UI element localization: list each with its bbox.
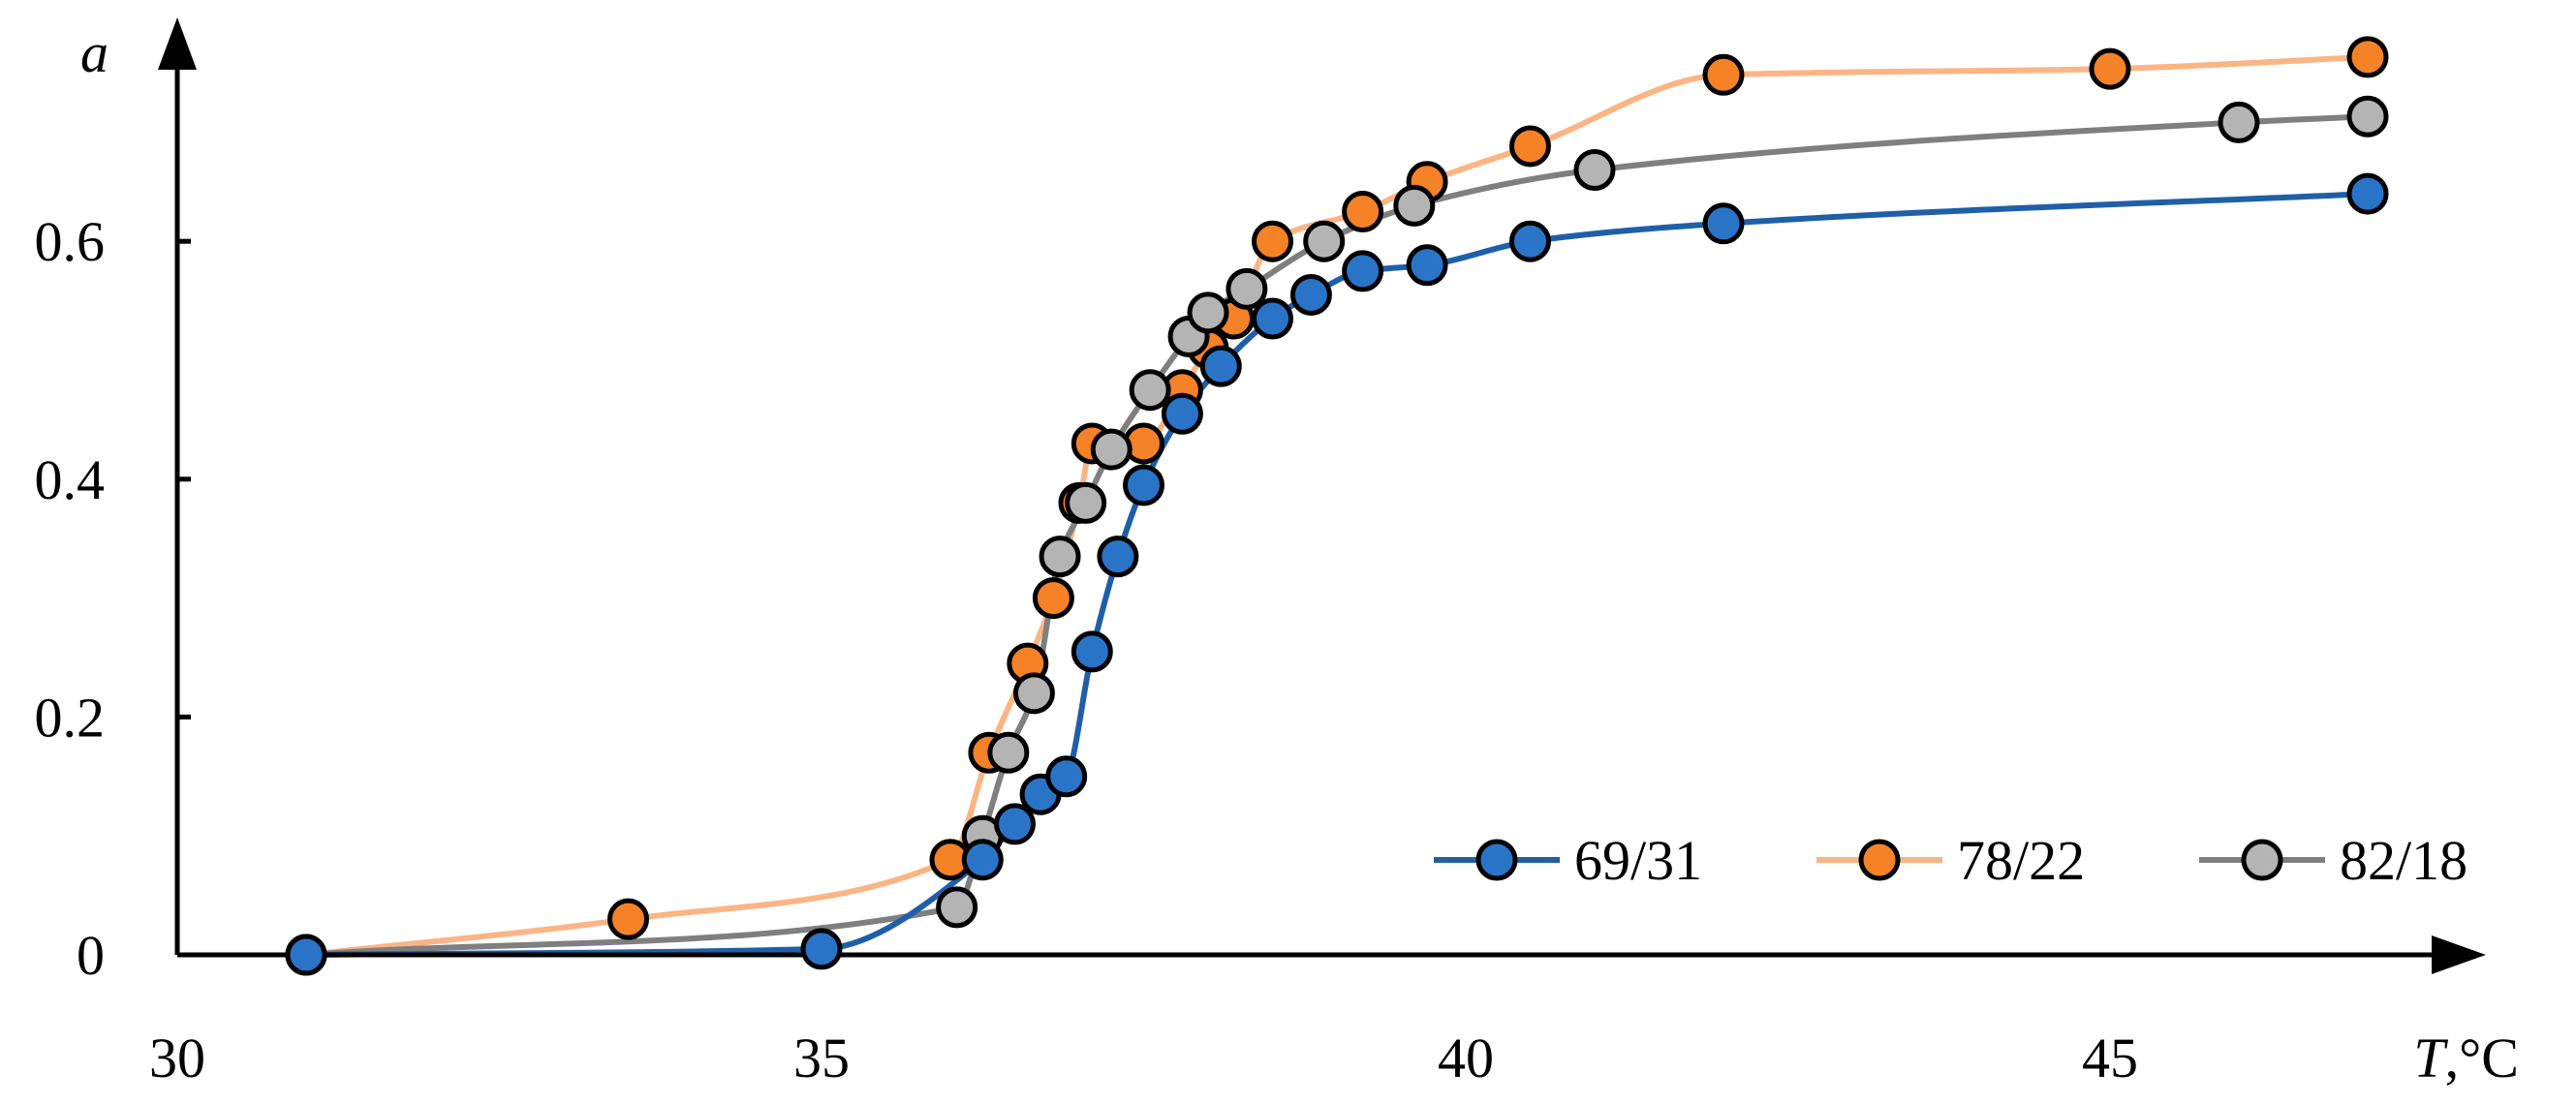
data-point [1097,536,1139,578]
data-point [1702,202,1745,245]
data-point [2346,95,2389,138]
data-point [1303,220,1346,262]
data-point [1509,125,1551,168]
data-point [1090,428,1133,471]
data-point [1342,250,1384,292]
data-point [1252,220,1293,262]
legend-item: 78/22 [1816,829,2085,892]
data-point [1289,273,1332,316]
legend-marker [1475,839,1518,881]
data-point [1702,53,1745,96]
data-point [1065,481,1107,524]
x-axis-title: T,°C [2413,1026,2519,1089]
data-point [1187,291,1229,334]
data-point [1123,464,1164,506]
data-point [1573,149,1616,192]
data-point [1199,345,1242,387]
data-point [1406,244,1448,287]
data-point [1129,369,1171,412]
data-point [2346,172,2389,215]
data-point [1226,267,1268,310]
series-lines [303,53,2371,958]
data-point [1252,297,1293,340]
legend-label: 69/31 [1574,829,1702,892]
y-tick-label: 0.6 [35,210,106,273]
data-point [1509,220,1551,262]
data-point [285,934,327,976]
axes [158,17,2486,974]
ticks: 30 35 40 45 0 0.2 0.4 0.6 [35,210,2139,1089]
x-axis-title-unit: ,°C [2445,1026,2519,1089]
y-tick-label: 0.2 [35,686,106,749]
y-axis-title: a [80,21,109,84]
data-point [936,886,978,929]
data-point [800,928,843,970]
x-tick-label: 30 [149,1026,205,1089]
legend-item: 82/18 [2199,829,2467,892]
data-point [1045,755,1088,798]
data-point [1393,184,1436,227]
x-tick-label: 35 [793,1026,850,1089]
data-point [1342,191,1384,232]
x-axis-title-var: T [2413,1026,2448,1089]
y-axis-arrow [158,17,197,70]
x-tick-label: 40 [1438,1026,1494,1089]
y-tick-label: 0 [77,924,105,987]
x-axis-arrow [2432,935,2486,974]
x-tick-label: 45 [2082,1026,2138,1089]
data-point [1161,392,1203,435]
legend-item: 69/31 [1434,829,1702,892]
series-line-78-22 [303,53,2371,958]
data-point [994,803,1036,845]
legend-marker [2241,839,2283,881]
data-point [1071,630,1113,673]
data-point [1039,536,1081,578]
legend: 69/31 78/22 82/18 [1434,829,2467,892]
y-tick-label: 0.4 [35,448,106,511]
data-point [961,839,1004,881]
legend-marker [1858,839,1901,881]
data-point [607,898,649,940]
legend-label: 82/18 [2340,829,2467,892]
data-point [1032,577,1074,620]
data-point [987,731,1030,774]
data-point [1012,672,1055,715]
legend-label: 78/22 [1957,829,2085,892]
data-point [2089,47,2131,90]
series-markers [285,36,2389,976]
data-point [2218,101,2260,143]
data-point [2346,36,2389,78]
